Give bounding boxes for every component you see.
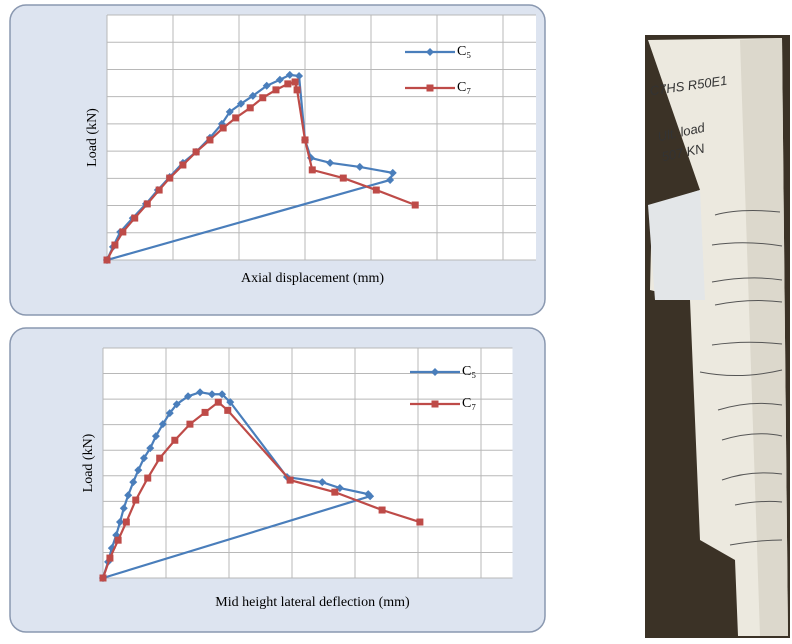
point	[340, 175, 347, 182]
x-axis-label: Axial displacement (mm)	[241, 271, 384, 286]
point	[132, 497, 139, 504]
point	[171, 437, 178, 444]
point	[302, 136, 309, 143]
point	[106, 555, 113, 562]
legend-label: C₇	[462, 396, 476, 411]
figure: C7HS R50E1 Ult. load 507 KN C₅ C₇ Load (kN…	[0, 0, 792, 644]
legend-label: C₅	[462, 364, 476, 379]
point	[123, 519, 130, 526]
point	[202, 409, 209, 416]
point	[309, 166, 316, 173]
point	[111, 242, 118, 249]
point	[379, 507, 386, 514]
point	[144, 200, 151, 207]
plot-area	[107, 15, 536, 260]
legend-label: C₅	[457, 44, 471, 59]
point	[119, 228, 126, 235]
plot-area	[103, 348, 513, 578]
point	[144, 475, 151, 482]
point	[287, 477, 294, 484]
point	[166, 175, 173, 182]
point	[215, 399, 222, 406]
point	[259, 94, 266, 101]
y-axis-label: Load (kN)	[85, 108, 100, 167]
point	[331, 489, 338, 496]
point	[156, 455, 163, 462]
y-axis-label: Load (kN)	[81, 433, 96, 492]
point	[156, 187, 163, 194]
point	[186, 421, 193, 428]
point	[247, 104, 254, 111]
legend-marker	[427, 85, 434, 92]
chart: C₅ C₇ Load (kN) Axial displacement (mm)	[10, 5, 545, 315]
legend-label: C₇	[457, 80, 471, 95]
point	[193, 148, 200, 155]
point	[224, 407, 231, 414]
point	[373, 187, 380, 194]
point	[179, 161, 186, 168]
point	[100, 575, 107, 582]
point	[220, 124, 227, 131]
point	[292, 78, 299, 85]
column-notch	[648, 190, 705, 300]
legend-marker	[432, 401, 439, 408]
x-axis-label: Mid height lateral deflection (mm)	[215, 595, 410, 610]
point	[115, 537, 122, 544]
chart: C₅ C₇ Load (kN) Mid height lateral deflecti…	[10, 328, 545, 632]
point	[272, 86, 279, 93]
point	[412, 202, 419, 209]
point	[232, 114, 239, 121]
point	[104, 257, 111, 264]
point	[284, 80, 291, 87]
point	[416, 519, 423, 526]
specimen-photo: C7HS R50E1 Ult. load 507 KN	[645, 35, 790, 638]
point	[206, 136, 213, 143]
point	[131, 215, 138, 222]
point	[294, 86, 301, 93]
